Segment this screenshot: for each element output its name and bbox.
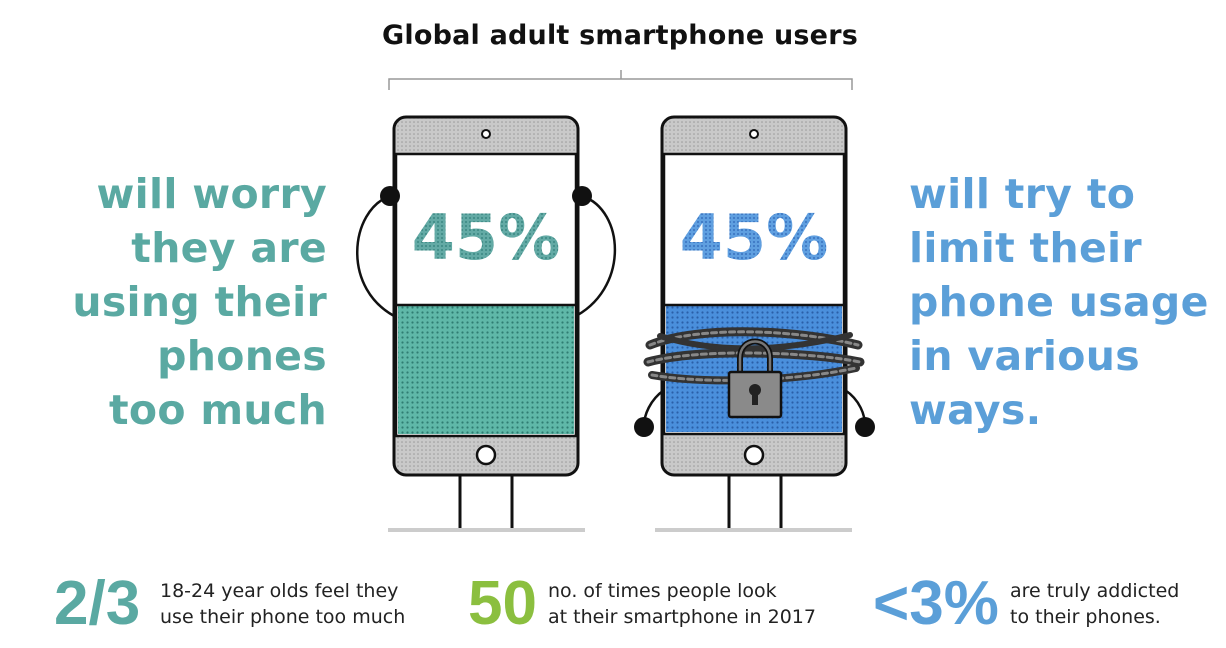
stat-description-line: use their phone too much [160, 606, 406, 628]
stat-description-line: at their smartphone in 2017 [548, 606, 816, 628]
right-phone [634, 115, 875, 532]
left-caption-line: too much [108, 386, 327, 434]
left-caption-line: phones [157, 332, 327, 380]
right-caption-line: phone usage [909, 278, 1209, 326]
left-caption: will worry they are using their phones t… [0, 167, 327, 437]
rope [643, 327, 865, 385]
padlock-icon [727, 338, 783, 419]
stat-description: 18-24 year olds feel they use their phon… [160, 578, 405, 630]
stat-description-line: no. of times people look [548, 580, 777, 602]
left-phone [356, 115, 617, 532]
left-caption-line: they are [131, 224, 327, 272]
stat-description: no. of times people look at their smartp… [548, 578, 816, 630]
right-caption-line: will try to [909, 170, 1136, 218]
stat-description: are truly addicted to their phones. [1010, 578, 1179, 630]
left-caption-line: using their [72, 278, 327, 326]
stat-description-line: 18-24 year olds feel they [160, 580, 399, 602]
stat-number-less-than-three: <3% [873, 569, 999, 638]
stat-number-fifty: 50 [468, 569, 537, 638]
right-caption: will try to limit their phone usage in v… [909, 167, 1219, 437]
right-caption-line: ways. [909, 386, 1042, 434]
left-percent: 45% [412, 201, 560, 274]
left-caption-line: will worry [96, 170, 327, 218]
infographic-title: Global adult smartphone users [382, 20, 858, 51]
stat-description-line: to their phones. [1010, 606, 1161, 628]
right-percent: 45% [680, 201, 828, 274]
stat-number-two-thirds: 2/3 [54, 569, 141, 638]
title-bracket [388, 70, 853, 90]
right-caption-line: limit their [909, 224, 1142, 272]
right-caption-line: in various [909, 332, 1140, 380]
stat-description-line: are truly addicted [1010, 580, 1180, 602]
